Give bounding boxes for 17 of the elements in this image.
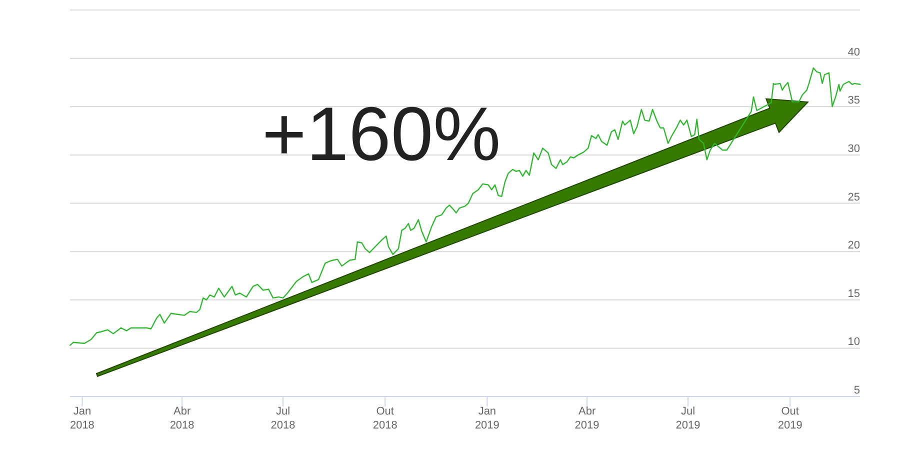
annotation: +160% xyxy=(262,92,501,177)
x-tick-label: Jan 2018 xyxy=(70,406,94,432)
y-tick-label: 20 xyxy=(848,240,860,252)
y-tick-label: 10 xyxy=(848,336,860,348)
x-tick-label: Out 2019 xyxy=(778,406,802,432)
y-tick-label: 35 xyxy=(848,94,860,107)
x-tick-label: Jan 2019 xyxy=(474,406,500,432)
y-tick-label: 30 xyxy=(848,142,860,155)
y-tick-label: 40 xyxy=(848,46,860,58)
y-tick-label: 25 xyxy=(848,191,860,204)
x-tick-label: Out 2018 xyxy=(372,406,398,432)
y-tick-label: 15 xyxy=(848,288,860,300)
x-tick-label: Jul 2018 xyxy=(270,406,296,432)
y-tick-label: 5 xyxy=(854,384,860,396)
x-tick-label: Jul 2019 xyxy=(676,406,700,432)
x-tick-label: Abr 2019 xyxy=(574,406,600,432)
x-tick-label: Abr 2018 xyxy=(170,406,194,432)
